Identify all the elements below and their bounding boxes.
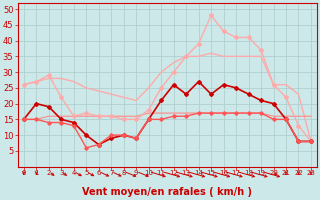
X-axis label: Vent moyen/en rafales ( km/h ): Vent moyen/en rafales ( km/h ) <box>82 187 252 197</box>
